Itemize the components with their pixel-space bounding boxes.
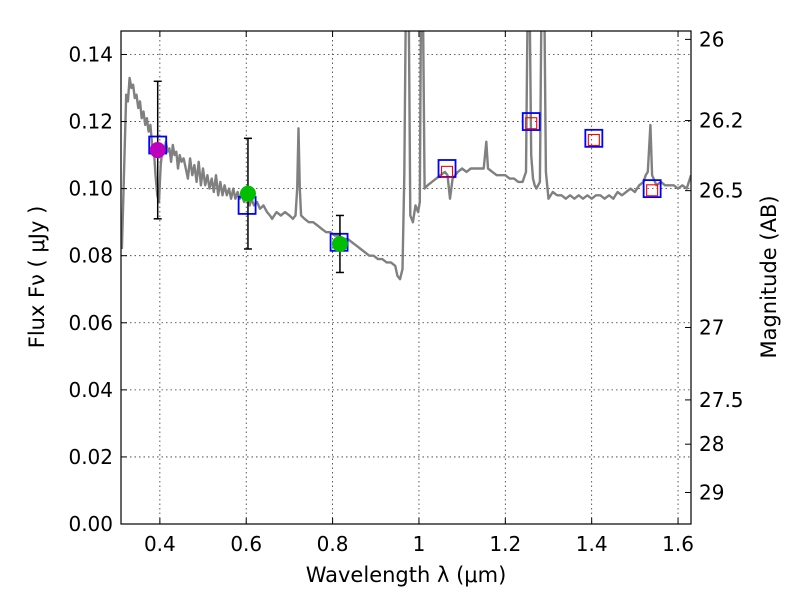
x-tick-label: 0.4: [144, 532, 176, 556]
right-tick-label: 27: [699, 315, 724, 339]
y-tick-label: 0.00: [68, 512, 113, 536]
right-tick-label: 26.2: [699, 109, 744, 133]
error-bars: [153, 80, 344, 274]
upper-limit-square: [525, 117, 538, 130]
y-tick-label: 0.08: [68, 244, 113, 268]
x-tick-label: 1: [413, 532, 426, 556]
y-tick-label: 0.06: [68, 311, 113, 335]
x-tick-label: 1.6: [662, 532, 694, 556]
y-tick-label: 0.12: [68, 110, 113, 134]
right-tick-label: 29: [699, 480, 724, 504]
y-tick-label: 0.02: [68, 445, 113, 469]
y-tick-label: 0.10: [68, 177, 113, 201]
series-layer: [121, 31, 691, 281]
sed-spectrum-line: [121, 31, 691, 281]
x-axis-ticks: 0.4 0.6 0.8 1 1.2 1.4 1.6: [144, 31, 694, 556]
y-axis-label: Flux Fν ( μJy ): [25, 206, 49, 349]
observed-point: [149, 142, 166, 159]
observed-points: [149, 142, 348, 252]
right-axis-ticks: 26 26.2 26.5 27 27.5 28 29: [685, 27, 744, 504]
y-tick-label: 0.14: [68, 42, 113, 66]
upper-limit-square: [587, 133, 600, 147]
y-axis-ticks: 0.00 0.02 0.04 0.06 0.08 0.10 0.12 0.14: [68, 42, 127, 536]
right-tick-label: 26: [699, 27, 724, 51]
x-tick-label: 1.4: [576, 532, 608, 556]
right-tick-label: 27.5: [699, 388, 744, 412]
plot-area: [121, 31, 691, 281]
model-point-square: [584, 128, 604, 148]
upper-limit-square: [646, 184, 659, 197]
observed-point: [331, 235, 348, 252]
right-tick-label: 26.5: [699, 179, 744, 203]
right-tick-label: 28: [699, 432, 724, 456]
upper-limit-square: [440, 165, 454, 178]
observed-point: [239, 185, 256, 202]
x-tick-label: 1.2: [489, 532, 521, 556]
x-tick-label: 0.6: [230, 532, 262, 556]
model-point-square: [521, 112, 541, 131]
x-tick-label: 0.8: [317, 532, 349, 556]
y-tick-label: 0.04: [68, 378, 113, 402]
model-point-square: [642, 179, 662, 199]
right-axis-label: Magnitude (AB): [757, 195, 781, 358]
plot-frame: [120, 30, 692, 525]
x-axis-label: Wavelength λ (μm): [306, 563, 507, 587]
